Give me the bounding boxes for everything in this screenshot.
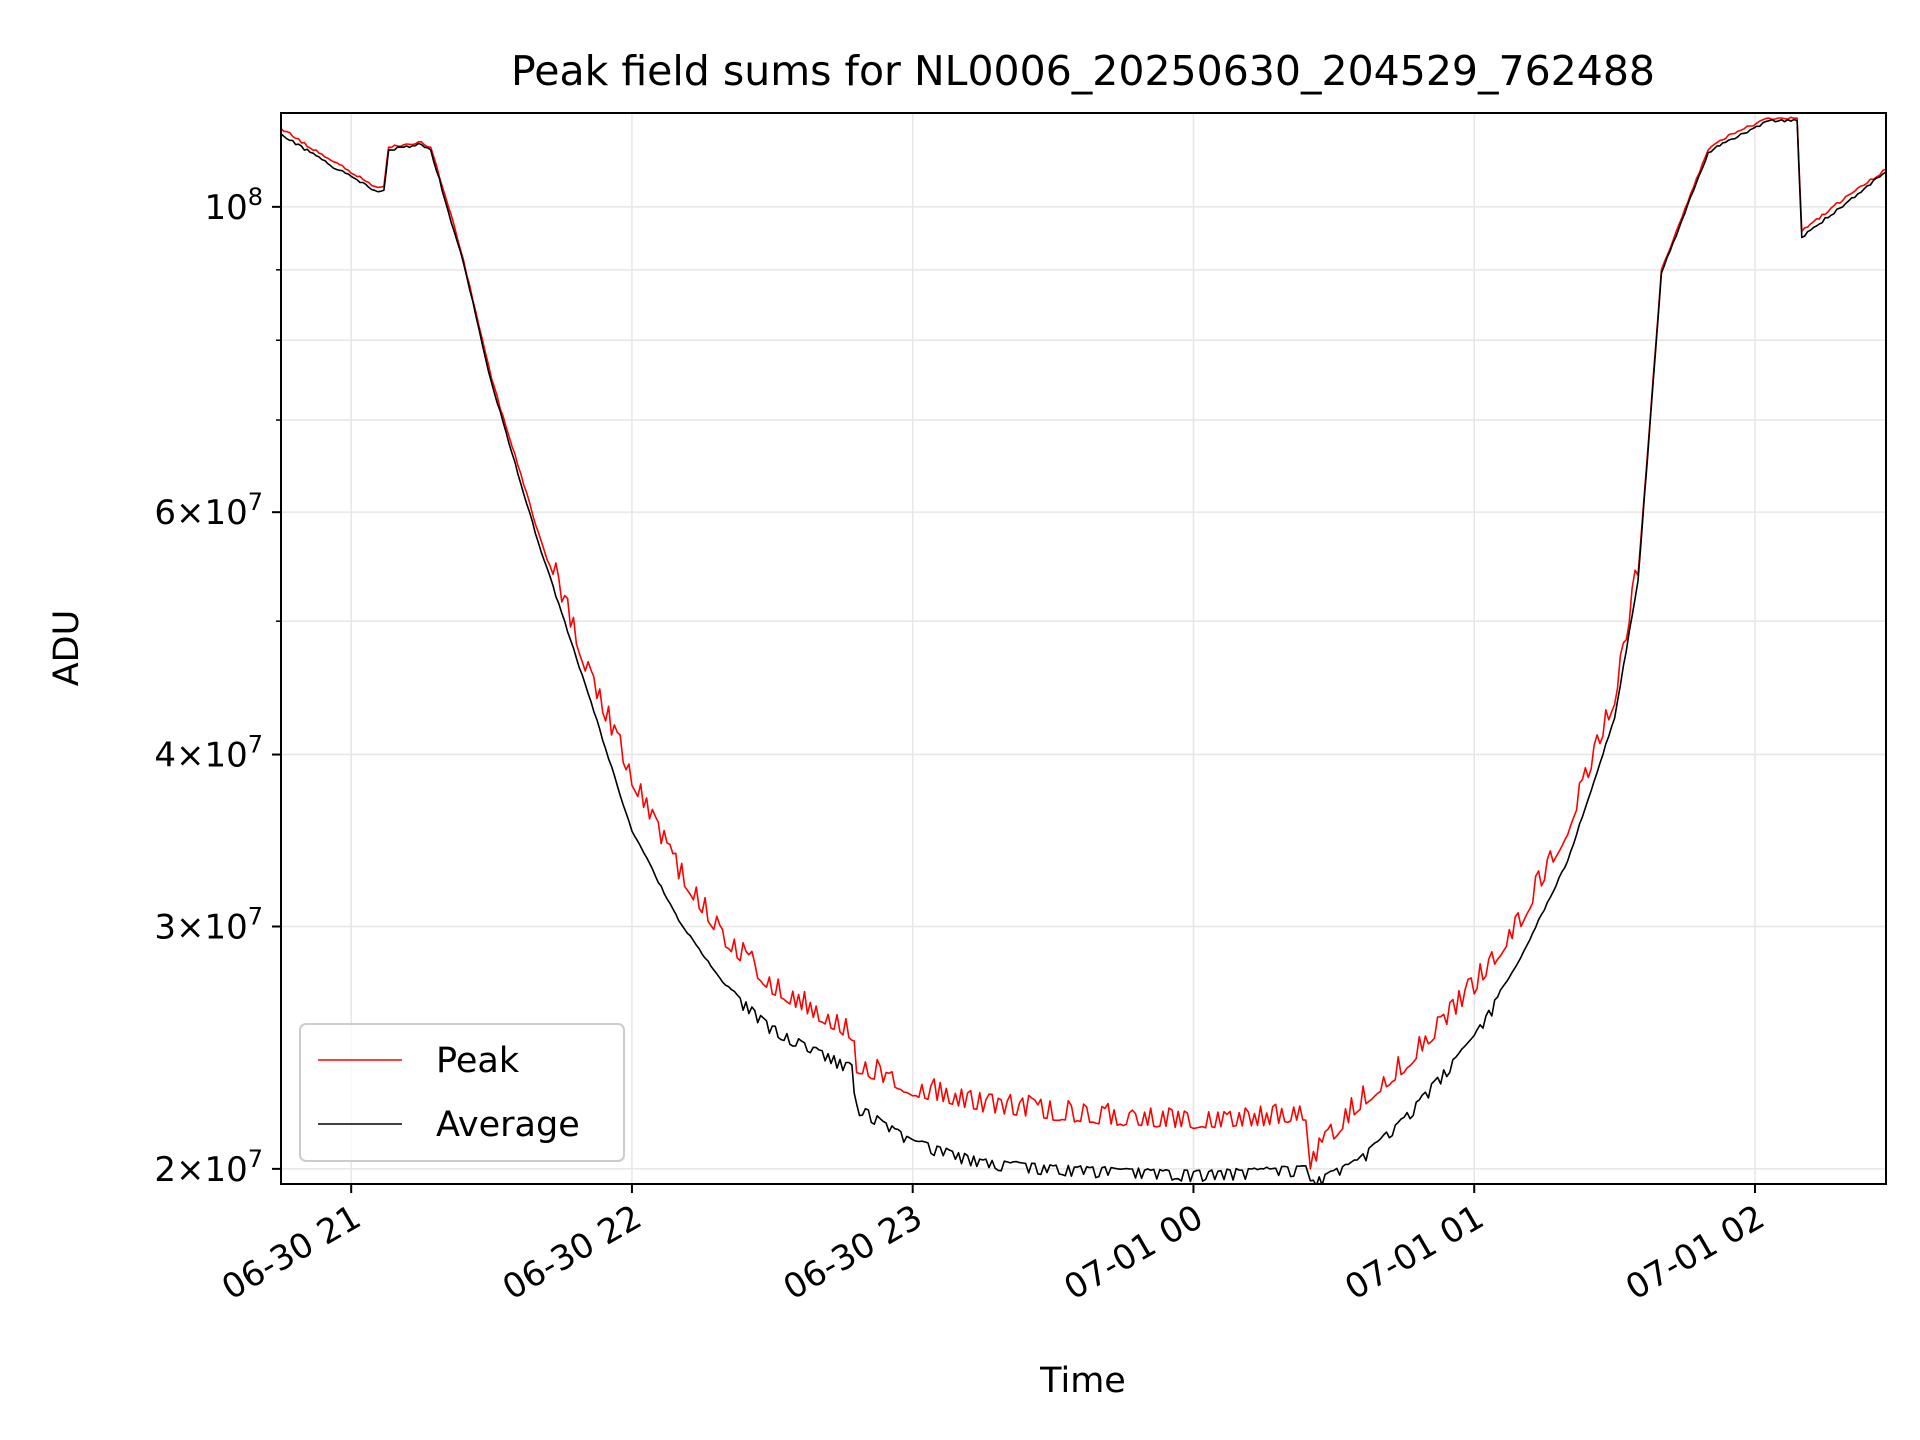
legend-label-average: Average xyxy=(436,1105,580,1145)
y-tick-label-ten: 10 xyxy=(204,908,247,948)
y-tick-label: 3×107 xyxy=(154,903,263,948)
grid-lines xyxy=(281,113,1886,1184)
y-tick-label-ten: 10 xyxy=(204,188,247,228)
legend-box xyxy=(299,1023,625,1162)
legend: Peak Average xyxy=(299,1023,625,1162)
y-tick-label-ten: 10 xyxy=(204,1150,247,1190)
y-axis-label: ADU xyxy=(47,610,87,687)
x-axis-label: Time xyxy=(1039,1361,1126,1401)
plot-area-frame xyxy=(280,112,1887,1185)
series-line-average xyxy=(281,118,1886,1184)
y-tick-label: 2×107 xyxy=(154,1145,263,1190)
y-tick-label-base: 3× xyxy=(154,908,204,948)
series-line-peak xyxy=(281,116,1886,1170)
y-tick-label-exponent: 7 xyxy=(248,903,263,931)
y-tick-label-exponent: 7 xyxy=(248,731,263,759)
y-tick-label-ten: 10 xyxy=(204,736,247,776)
series-lines xyxy=(281,116,1886,1184)
legend-label-peak: Peak xyxy=(436,1041,520,1081)
y-tick-label: 108 xyxy=(204,183,263,228)
y-tick-label-base: 4× xyxy=(154,736,204,776)
y-tick-label: 4×107 xyxy=(154,731,263,776)
y-tick-label-exponent: 7 xyxy=(248,1145,263,1173)
y-tick-label-ten: 10 xyxy=(204,493,247,533)
y-tick-label-exponent: 8 xyxy=(248,183,263,211)
y-tick-label: 6×107 xyxy=(154,488,263,533)
y-tick-label-base: 6× xyxy=(154,493,204,533)
y-tick-label-base: 2× xyxy=(154,1150,204,1190)
chart-title: Peak field sums for NL0006_20250630_2045… xyxy=(511,47,1655,95)
y-tick-label-exponent: 7 xyxy=(248,488,263,516)
